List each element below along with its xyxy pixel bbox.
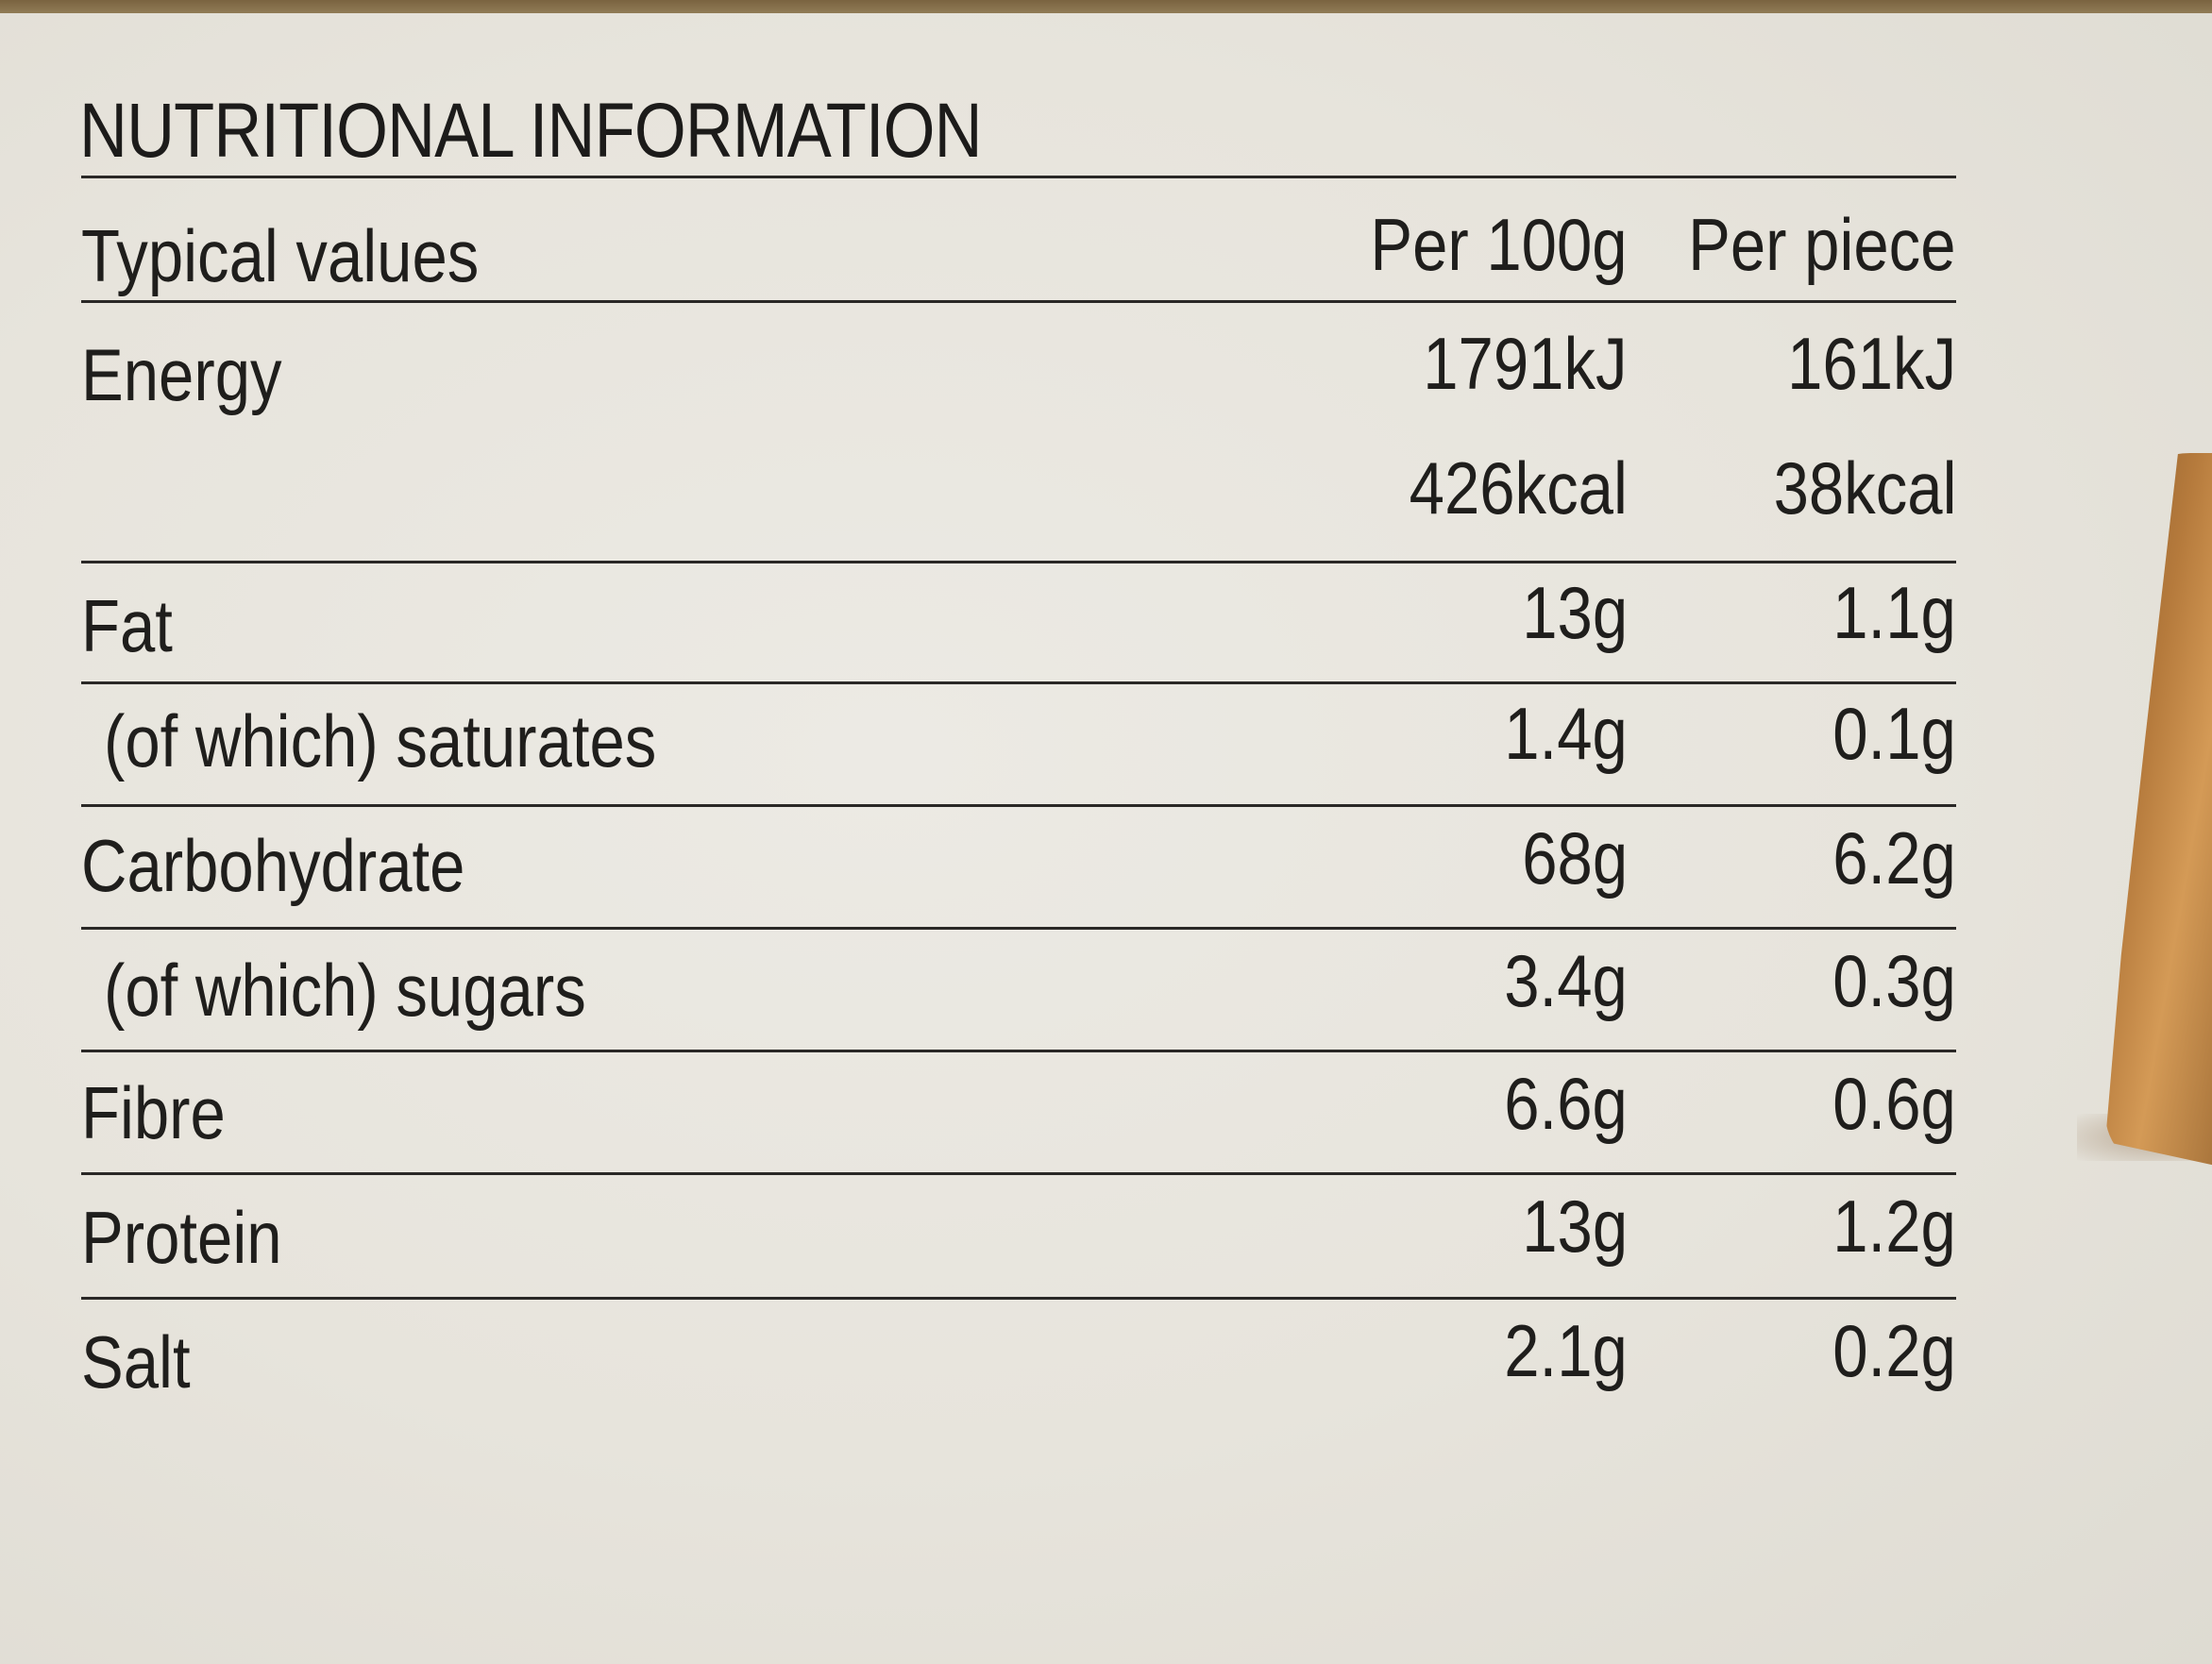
saturates-rule [81,804,1956,807]
row-sugars-per100g: 3.4g [1504,939,1628,1022]
row-saturates-label: (of which) saturates [104,699,657,782]
row-fat-perpiece: 1.1g [1832,571,1956,654]
row-fibre-label: Fibre [81,1071,226,1154]
row-carbohydrate-label: Carbohydrate [81,824,465,907]
header-per-100g: Per 100g [1370,203,1628,286]
header-per-piece: Per piece [1688,203,1956,286]
header-rule [81,300,1956,303]
protein-rule [81,1297,1956,1300]
row-fat-label: Fat [81,584,173,667]
row-energy-kj-per100g: 1791kJ [1423,322,1628,405]
row-energy-kcal-perpiece: 38kcal [1773,446,1956,529]
row-protein-per100g: 13g [1522,1185,1628,1268]
row-energy-kj-perpiece: 161kJ [1786,322,1956,405]
fat-rule [81,681,1956,684]
row-fibre-per100g: 6.6g [1504,1062,1628,1145]
row-saturates-perpiece: 0.1g [1832,692,1956,775]
row-protein-label: Protein [81,1196,282,1279]
row-salt-label: Salt [81,1320,191,1403]
row-salt-perpiece: 0.2g [1832,1309,1956,1392]
row-sugars-perpiece: 0.3g [1832,939,1956,1022]
row-carbohydrate-perpiece: 6.2g [1832,816,1956,899]
table-top-rule [81,176,1956,178]
packaging-panel [0,13,2212,1664]
sugars-rule [81,1050,1956,1052]
row-fibre-perpiece: 0.6g [1832,1062,1956,1145]
fibre-rule [81,1172,1956,1175]
row-saturates-per100g: 1.4g [1504,692,1628,775]
energy-rule [81,561,1956,563]
carbohydrate-rule [81,927,1956,930]
row-sugars-label: (of which) sugars [104,949,586,1032]
row-carbohydrate-per100g: 68g [1522,816,1628,899]
header-typical-values: Typical values [81,214,480,297]
row-fat-per100g: 13g [1522,571,1628,654]
row-energy-label: Energy [81,333,282,416]
row-protein-perpiece: 1.2g [1832,1185,1956,1268]
row-energy-kcal-per100g: 426kcal [1409,446,1628,529]
nutrition-title: NUTRITIONAL INFORMATION [79,88,983,174]
row-salt-per100g: 2.1g [1504,1309,1628,1392]
